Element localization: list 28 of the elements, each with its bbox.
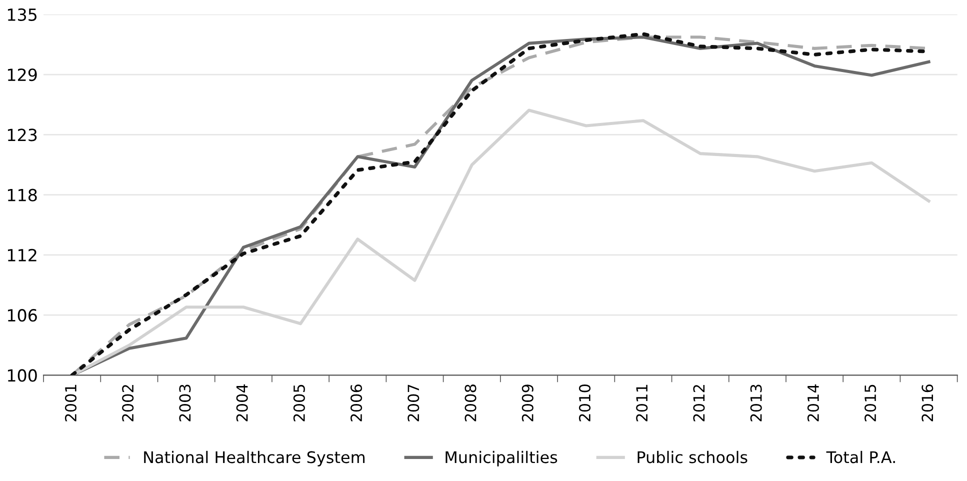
x-tick-label: 2008 <box>464 384 476 422</box>
x-tick-label: 2005 <box>293 384 305 422</box>
legend-label: Public schools <box>638 450 748 464</box>
x-tick-label: 2011 <box>636 384 648 422</box>
y-tick-label: 106 <box>8 309 37 322</box>
x-tick-label: 2016 <box>922 384 934 422</box>
y-tick-label: 135 <box>8 8 37 21</box>
x-tick-label: 2007 <box>408 384 420 422</box>
x-tick-label: 2015 <box>864 384 876 422</box>
y-tick-label: 123 <box>8 128 37 142</box>
y-tick-label: 118 <box>8 188 37 202</box>
x-tick-label: 2013 <box>750 384 762 422</box>
legend-label: Municipalilties <box>446 450 558 466</box>
x-tick-label: 2001 <box>64 384 77 422</box>
y-tick-label: 129 <box>8 68 37 82</box>
x-tick-label: 2010 <box>578 384 591 422</box>
y-tick-label: 112 <box>8 248 36 262</box>
legend-label: National Healthcare System <box>144 450 365 466</box>
x-tick-label: 2003 <box>179 384 191 422</box>
x-tick-label: 2009 <box>522 384 534 422</box>
legend-label: Total P.A. <box>826 450 895 464</box>
x-tick-label: 2006 <box>350 384 362 422</box>
x-tick-label: 2014 <box>807 384 819 422</box>
line-series <box>70 108 930 376</box>
x-tick-label: 2002 <box>122 385 134 422</box>
y-tick-label: 100 <box>8 369 37 382</box>
x-tick-label: 2004 <box>236 384 248 422</box>
x-tick-label: 2012 <box>693 385 705 422</box>
